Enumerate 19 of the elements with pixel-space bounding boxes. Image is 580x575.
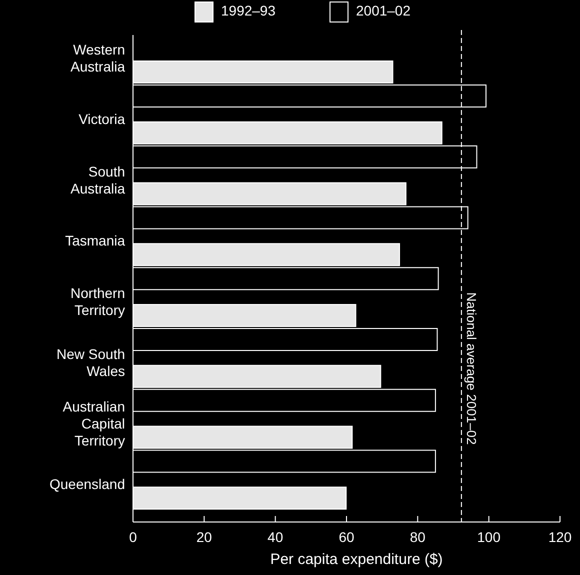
x-tick-label: 0 [129,529,138,545]
legend-label: 1992–93 [221,2,276,19]
y-tick-label: Queensland [49,476,125,492]
y-tick-label: Victoria [78,110,126,127]
x-axis-title: Per capita expenditure ($) [270,551,443,568]
x-tick-label: 80 [410,529,426,545]
x-tick-label: 60 [338,529,354,545]
x-tick-label: 20 [196,529,212,545]
x-tick-label: 100 [477,529,501,545]
y-tick-label: New South Wales [56,346,125,379]
x-tick-label: 40 [268,529,284,545]
legend-label: 2001–02 [356,2,411,19]
y-tick-label: Australian Capital Territory [62,398,125,448]
x-tick-label: 120 [548,529,572,545]
y-tick-label: South Australia [70,162,126,196]
y-tick-label: Tasmania [65,232,126,248]
y-tick-label: Western Australia [70,41,126,74]
ref-line-label: National average 2001–02 [464,292,479,445]
y-tick-label: Northern Territory [70,284,125,318]
